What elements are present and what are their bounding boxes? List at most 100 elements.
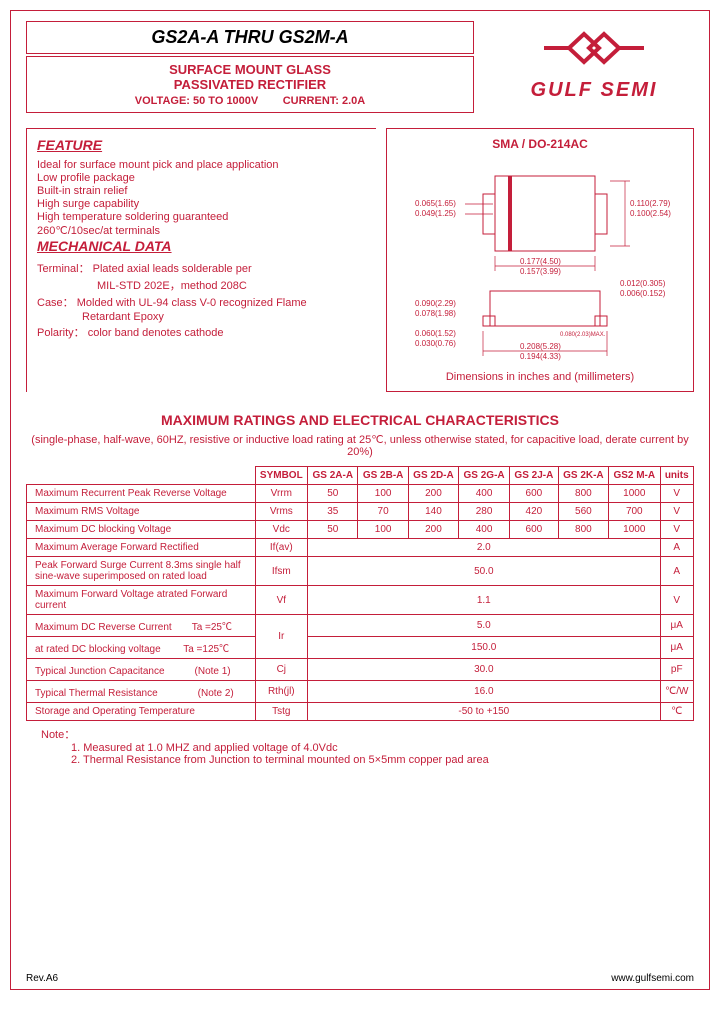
param-cell: Maximum DC blocking Voltage [27, 521, 256, 539]
unit-cell: V [660, 521, 693, 539]
symbol-cell: Ir [255, 615, 308, 659]
feature-item: 260℃/10sec/at terminals [37, 224, 366, 237]
svg-text:0.012(0.305): 0.012(0.305) [620, 279, 666, 288]
col-header: GS 2G-A [459, 467, 510, 485]
table-row: Storage and Operating TemperatureTstg-50… [27, 703, 694, 721]
ratings-section: MAXIMUM RATINGS AND ELECTRICAL CHARACTER… [11, 397, 709, 781]
mech-case-2: Retardant Epoxy [37, 311, 366, 323]
table-row: at rated DC blocking voltage Ta =125℃150… [27, 637, 694, 659]
unit-cell: V [660, 586, 693, 615]
param-cell: Maximum Forward Voltage atrated Forward … [27, 586, 256, 615]
header-left: GS2A-A THRU GS2M-A SURFACE MOUNT GLASS P… [26, 21, 474, 113]
span-value-cell: 2.0 [308, 539, 660, 557]
part-title: GS2A-A THRU GS2M-A [37, 27, 463, 48]
svg-text:0.080(2.03)MAX.: 0.080(2.03)MAX. [560, 332, 606, 338]
svg-text:0.090(2.29): 0.090(2.29) [415, 299, 456, 308]
span-value-cell: 1.1 [308, 586, 660, 615]
value-cell: 420 [510, 503, 559, 521]
svg-text:0.110(2.79): 0.110(2.79) [630, 199, 671, 208]
symbol-cell: Vrms [255, 503, 308, 521]
symbol-cell: Ifsm [255, 557, 308, 586]
value-cell: 1000 [609, 521, 660, 539]
unit-cell: V [660, 485, 693, 503]
current-value: 2.0A [342, 95, 365, 107]
mech-polarity: Polarity： color band denotes cathode [37, 324, 366, 340]
mech-terminal: Terminal： Plated axial leads solderable … [37, 260, 366, 276]
symbol-header: SYMBOL [255, 467, 308, 485]
unit-cell: A [660, 557, 693, 586]
value-cell: 400 [459, 485, 510, 503]
feature-heading: FEATURE [37, 137, 366, 153]
span-value-cell: 30.0 [308, 659, 660, 681]
ratings-title: MAXIMUM RATINGS AND ELECTRICAL CHARACTER… [26, 412, 694, 428]
value-cell: 50 [308, 485, 358, 503]
value-cell: 140 [408, 503, 458, 521]
svg-text:0.065(1.65): 0.065(1.65) [415, 199, 456, 208]
value-cell: 200 [408, 485, 458, 503]
unit-cell: A [660, 539, 693, 557]
col-header: GS 2D-A [408, 467, 458, 485]
value-cell: 200 [408, 521, 458, 539]
datasheet-page: GS2A-A THRU GS2M-A SURFACE MOUNT GLASS P… [10, 10, 710, 990]
table-row: Maximum DC blocking VoltageVdc5010020040… [27, 521, 694, 539]
unit-cell: μA [660, 615, 693, 637]
feature-item: High surge capability [37, 198, 366, 210]
param-cell: Maximum DC Reverse Current Ta =25℃ [27, 615, 256, 637]
table-row: Typical Junction Capacitance (Note 1)Cj3… [27, 659, 694, 681]
param-cell: Typical Thermal Resistance (Note 2) [27, 681, 256, 703]
note-item: 1. Measured at 1.0 MHZ and applied volta… [41, 742, 679, 754]
ratings-subtitle: (single-phase, half-wave, 60HZ, resistiv… [26, 433, 694, 458]
span-value-cell: 5.0 [308, 615, 660, 637]
table-header-row: SYMBOL GS 2A-A GS 2B-A GS 2D-A GS 2G-A G… [27, 467, 694, 485]
param-cell: Storage and Operating Temperature [27, 703, 256, 721]
value-cell: 600 [510, 485, 559, 503]
note-item: 2. Thermal Resistance from Junction to t… [41, 754, 679, 766]
notes-heading: Note： [41, 726, 679, 742]
mech-terminal-2: MIL-STD 202E，method 208C [37, 277, 366, 293]
logo-icon [539, 26, 649, 71]
value-cell: 800 [558, 521, 608, 539]
mid-row: FEATURE Ideal for surface mount pick and… [11, 118, 709, 397]
symbol-cell: If(av) [255, 539, 308, 557]
value-cell: 560 [558, 503, 608, 521]
title-box: GS2A-A THRU GS2M-A [26, 21, 474, 54]
col-header: GS 2J-A [510, 467, 559, 485]
unit-cell: pF [660, 659, 693, 681]
symbol-cell: Vf [255, 586, 308, 615]
feature-item: Ideal for surface mount pick and place a… [37, 159, 366, 171]
svg-text:0.157(3.99): 0.157(3.99) [520, 267, 561, 276]
symbol-cell: Tstg [255, 703, 308, 721]
voltage-value: 50 TO 1000V [193, 95, 258, 107]
table-row: Maximum Forward Voltage atrated Forward … [27, 586, 694, 615]
value-cell: 800 [558, 485, 608, 503]
unit-cell: ℃ [660, 703, 693, 721]
col-header: GS2 M-A [609, 467, 660, 485]
unit-cell: ℃/W [660, 681, 693, 703]
footer: Rev.A6 www.gulfsemi.com [26, 973, 694, 984]
table-row: Peak Forward Surge Current 8.3ms single … [27, 557, 694, 586]
col-header: GS 2B-A [358, 467, 408, 485]
svg-text:0.030(0.76): 0.030(0.76) [415, 339, 456, 348]
units-header: units [660, 467, 693, 485]
current-label: CURRENT: [283, 95, 339, 107]
voltage-label: VOLTAGE: [135, 95, 190, 107]
ratings-table: SYMBOL GS 2A-A GS 2B-A GS 2D-A GS 2G-A G… [26, 466, 694, 721]
value-cell: 50 [308, 521, 358, 539]
table-row: Typical Thermal Resistance (Note 2)Rth(j… [27, 681, 694, 703]
param-cell: Maximum RMS Voltage [27, 503, 256, 521]
table-row: Maximum Recurrent Peak Reverse VoltageVr… [27, 485, 694, 503]
value-cell: 700 [609, 503, 660, 521]
span-value-cell: 16.0 [308, 681, 660, 703]
param-cell: Typical Junction Capacitance (Note 1) [27, 659, 256, 681]
param-cell: Maximum Average Forward Rectified [27, 539, 256, 557]
value-cell: 100 [358, 485, 408, 503]
svg-text:0.078(1.98): 0.078(1.98) [415, 309, 456, 318]
subtitle-1: SURFACE MOUNT GLASS [37, 62, 463, 77]
rev-label: Rev.A6 [26, 973, 58, 984]
value-cell: 400 [459, 521, 510, 539]
table-row: Maximum RMS VoltageVrms35701402804205607… [27, 503, 694, 521]
value-cell: 600 [510, 521, 559, 539]
svg-text:0.060(1.52): 0.060(1.52) [415, 329, 456, 338]
col-header: GS 2A-A [308, 467, 358, 485]
diagram-title: SMA / DO-214AC [395, 137, 685, 151]
